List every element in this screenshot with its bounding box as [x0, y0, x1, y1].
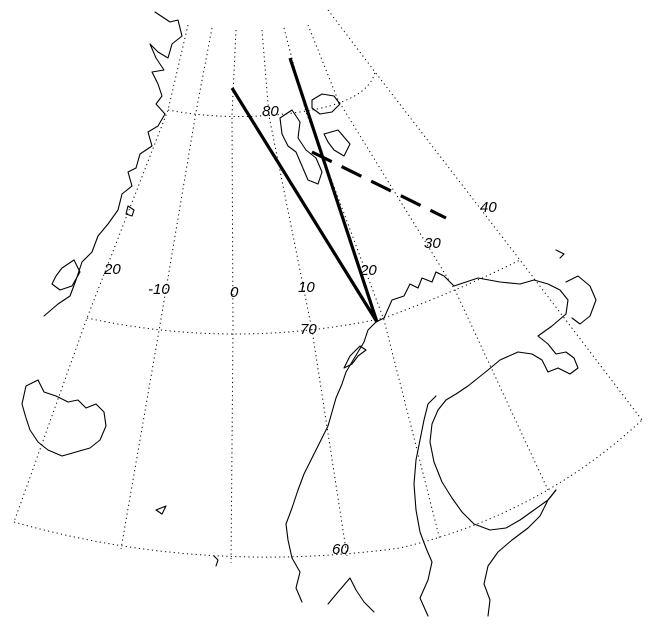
lon-label-0: 0 — [230, 284, 239, 301]
lofoten — [343, 345, 367, 369]
iceland-coast — [21, 379, 107, 457]
lon-label-e30: 30 — [424, 235, 441, 252]
shetland — [213, 555, 219, 567]
meridian-line — [283, 27, 441, 541]
greenland-coast — [43, 11, 183, 317]
lat-label-80: 80 — [262, 103, 279, 120]
lon-label-w20: 20 — [103, 261, 121, 278]
greenland-inlet — [51, 259, 81, 291]
baltic-east — [483, 489, 557, 617]
lon-label-e40: 40 — [480, 199, 497, 216]
beams — [230, 57, 447, 323]
bothnia-coast — [429, 351, 557, 531]
parallel-70 — [86, 259, 521, 335]
beam-3 — [311, 150, 447, 220]
graticule-parallels — [13, 71, 643, 558]
bothnia-west — [413, 395, 437, 617]
lat-label-70: 70 — [300, 321, 317, 338]
parallel-80 — [167, 71, 376, 118]
svalbard-edgeoya — [323, 129, 351, 157]
meridian-line — [307, 24, 549, 491]
scotland-coast — [327, 577, 375, 613]
beam-1 — [230, 87, 379, 323]
white-sea — [565, 275, 597, 325]
graticule-meridians — [13, 9, 643, 564]
lon-label-w10: -10 — [148, 281, 170, 298]
greenland-island — [125, 205, 135, 217]
graticule-labels: 20 -10 0 10 20 30 40 80 70 60 — [103, 103, 497, 558]
svalbard-east — [311, 93, 341, 115]
beam-2 — [288, 57, 379, 323]
parallel-60 — [13, 419, 643, 558]
meridian-line — [261, 29, 348, 557]
svalbard-coast — [279, 109, 323, 185]
faroe-islands — [155, 505, 167, 515]
lon-label-e10: 10 — [298, 279, 315, 296]
novaya-fragment — [555, 249, 565, 259]
lon-label-e20: 20 — [359, 262, 377, 279]
coastlines — [21, 11, 597, 617]
lat-label-60: 60 — [332, 541, 349, 558]
norway-coast — [375, 271, 579, 375]
meridian-line — [13, 24, 189, 523]
norway-west-coast — [285, 321, 377, 603]
